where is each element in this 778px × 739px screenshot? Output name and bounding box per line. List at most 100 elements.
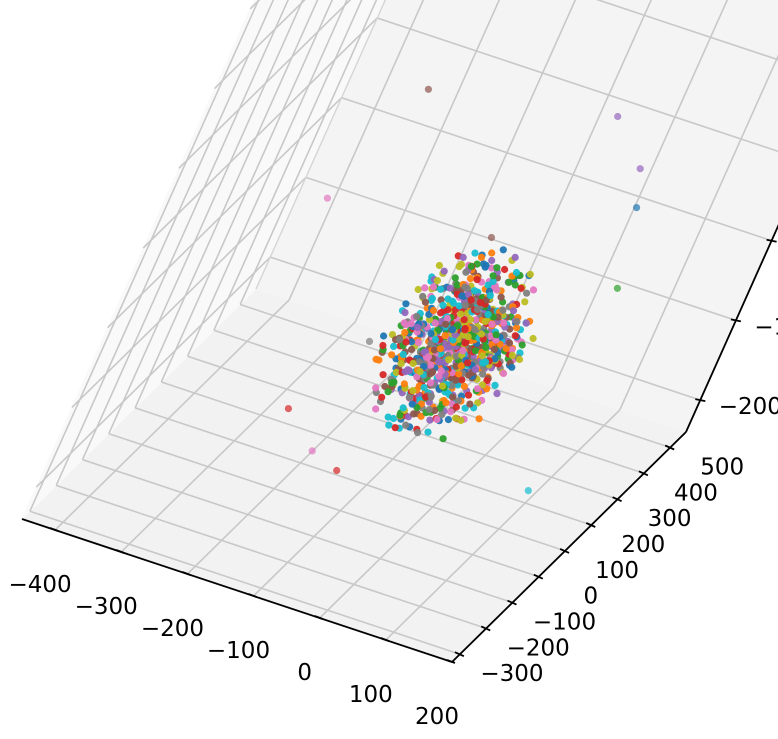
- data-point: [637, 165, 644, 172]
- data-point: [425, 86, 432, 93]
- y-tick-label: −300: [480, 661, 543, 687]
- data-point: [490, 272, 497, 279]
- data-point: [385, 388, 392, 395]
- data-point: [434, 277, 441, 284]
- data-point: [385, 422, 392, 429]
- data-point: [493, 331, 500, 338]
- y-tick-label: 0: [583, 584, 598, 610]
- data-point: [487, 292, 494, 299]
- data-point: [430, 283, 437, 290]
- data-point: [488, 234, 495, 241]
- x-tick-label: −200: [141, 616, 204, 642]
- data-point: [392, 424, 399, 431]
- data-point: [285, 405, 292, 412]
- data-point: [485, 311, 492, 318]
- data-point: [436, 262, 443, 269]
- data-point: [445, 356, 452, 363]
- data-point: [462, 269, 469, 276]
- data-point: [523, 320, 530, 327]
- data-point: [614, 285, 621, 292]
- data-point: [477, 299, 484, 306]
- y-tick-label: 100: [595, 558, 639, 584]
- data-point: [401, 319, 408, 326]
- data-point: [478, 330, 485, 337]
- data-point: [439, 302, 446, 309]
- data-point: [482, 344, 489, 351]
- data-point: [380, 332, 387, 339]
- data-point: [410, 360, 417, 367]
- x-tick-label: −300: [75, 594, 138, 620]
- data-point: [458, 292, 465, 299]
- data-point: [398, 360, 405, 367]
- data-point: [474, 306, 481, 313]
- data-point: [468, 296, 475, 303]
- data-point: [396, 336, 403, 343]
- x-tick-label: 0: [297, 660, 312, 686]
- data-point: [472, 366, 479, 373]
- data-point: [385, 414, 392, 421]
- data-point: [512, 254, 519, 261]
- data-point: [396, 412, 403, 419]
- data-point: [525, 487, 532, 494]
- data-point: [324, 195, 331, 202]
- data-point: [416, 368, 423, 375]
- data-point: [428, 393, 435, 400]
- data-point: [493, 286, 500, 293]
- data-point: [445, 416, 452, 423]
- data-point: [437, 345, 444, 352]
- data-point: [500, 246, 507, 253]
- data-point: [530, 286, 537, 293]
- data-point: [447, 408, 454, 415]
- data-point: [465, 392, 472, 399]
- data-point: [466, 401, 473, 408]
- data-point: [471, 287, 478, 294]
- data-point: [408, 346, 415, 353]
- data-point: [488, 249, 495, 256]
- data-point: [505, 279, 512, 286]
- axis-panes: [22, 0, 778, 662]
- data-point: [506, 339, 513, 346]
- data-point: [500, 320, 507, 327]
- data-point: [476, 415, 483, 422]
- data-point: [430, 307, 437, 314]
- data-point: [633, 204, 640, 211]
- data-point: [491, 346, 498, 353]
- data-point: [462, 302, 469, 309]
- data-point: [474, 276, 481, 283]
- data-point: [478, 254, 485, 261]
- data-point: [459, 347, 466, 354]
- data-point: [402, 339, 409, 346]
- data-point: [401, 380, 408, 387]
- data-point: [472, 347, 479, 354]
- data-point: [373, 356, 380, 363]
- data-point: [530, 335, 537, 342]
- data-point: [516, 356, 523, 363]
- data-point: [400, 404, 407, 411]
- y-tick-label: 500: [700, 455, 744, 481]
- data-point: [493, 264, 500, 271]
- data-point: [390, 379, 397, 386]
- data-point: [614, 113, 621, 120]
- data-point: [465, 333, 472, 340]
- data-point: [401, 309, 408, 316]
- data-point: [437, 286, 444, 293]
- data-point: [474, 385, 481, 392]
- data-point: [453, 403, 460, 410]
- data-point: [521, 298, 528, 305]
- data-point: [500, 370, 507, 377]
- data-point: [508, 364, 515, 371]
- data-point: [513, 318, 520, 325]
- data-point: [452, 377, 459, 384]
- data-point: [388, 351, 395, 358]
- data-point: [512, 332, 519, 339]
- y-tick-label: 400: [674, 480, 718, 506]
- data-point: [414, 429, 421, 436]
- data-point: [409, 387, 416, 394]
- data-point: [499, 307, 506, 314]
- data-point: [479, 371, 486, 378]
- data-point: [437, 309, 444, 316]
- data-point: [461, 383, 468, 390]
- data-point: [309, 447, 316, 454]
